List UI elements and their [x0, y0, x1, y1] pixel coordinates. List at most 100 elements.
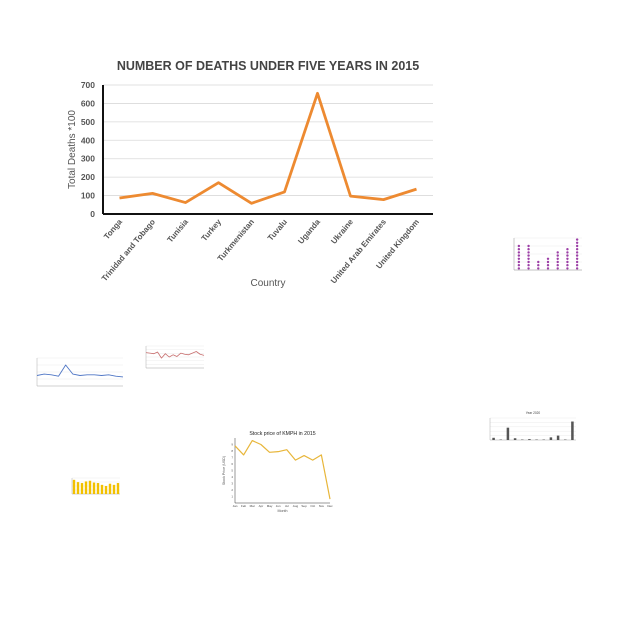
x-tick-label: Tonga	[102, 217, 124, 241]
x-tick-label: Turkey	[200, 217, 224, 243]
data-point	[546, 267, 550, 270]
data-point	[575, 241, 579, 244]
x-tick-label: Feb	[241, 504, 247, 508]
data-point	[575, 267, 579, 270]
data-point	[537, 260, 540, 264]
chart-title: Stock price of KMPH in 2015	[249, 431, 315, 437]
bar	[528, 439, 531, 440]
x-tick-label: Aug	[293, 504, 299, 508]
data-point	[575, 264, 579, 267]
data-point	[575, 251, 579, 254]
data-point	[527, 264, 530, 267]
bar	[88, 480, 92, 494]
x-tick-label: Tuvalu	[266, 217, 289, 242]
x-tick-label: Mar	[250, 504, 255, 508]
data-point	[517, 248, 521, 251]
bar	[76, 482, 80, 494]
y-tick-label: 700	[81, 80, 95, 90]
bar	[104, 486, 108, 494]
data-point	[575, 244, 579, 248]
y-tick-label: 3	[231, 482, 233, 486]
data-point	[546, 264, 550, 267]
x-tick-label: Tunisia	[166, 217, 191, 244]
bar	[84, 481, 88, 494]
thumb-red-line-chart	[145, 345, 205, 369]
data-point	[575, 248, 579, 251]
x-axis-label: Month	[278, 509, 288, 513]
y-tick-label: 8	[231, 449, 233, 453]
chart-title: NUMBER OF DEATHS UNDER FIVE YEARS IN 201…	[117, 59, 419, 73]
thumb-red-line-panel	[138, 338, 208, 382]
bar	[571, 421, 574, 440]
data-point	[556, 251, 559, 254]
y-tick-label: 4	[231, 475, 233, 479]
y-tick-label: 600	[81, 98, 95, 108]
data-point	[527, 267, 530, 270]
bar	[556, 435, 560, 440]
stock-chart: Stock price of KMPH in 2015 1 2 3 4 5 6 7 8 9 Jan F…	[222, 431, 333, 513]
data-point	[537, 264, 540, 267]
data-point	[517, 257, 521, 260]
data-point	[575, 260, 579, 264]
data-point	[517, 260, 521, 264]
chart-title: Year 2020	[526, 411, 541, 415]
x-tick-label: Jul	[285, 504, 289, 508]
y-axis-label: Stock Price (USD)	[222, 456, 226, 485]
bar	[506, 427, 510, 440]
bar	[80, 483, 84, 494]
thumb-yellow-bar-panel	[64, 472, 124, 508]
bar	[72, 479, 76, 494]
stock-chart-panel: Stock price of KMPH in 2015 1 2 3 4 5 6 7 8 9 Jan F…	[218, 426, 336, 514]
data-point	[575, 254, 579, 257]
main-chart-panel: NUMBER OF DEATHS UNDER FIVE YEARS IN 201…	[57, 48, 440, 300]
data-point	[517, 244, 521, 248]
data-point	[527, 244, 530, 248]
data-point	[566, 257, 569, 260]
x-tick-label: Uganda	[296, 217, 322, 246]
data-point	[527, 260, 530, 264]
thumb-bar-panel: Year 2020	[480, 408, 580, 468]
data-point	[527, 257, 530, 260]
x-tick-label: Oct	[310, 504, 315, 508]
data-point	[546, 257, 550, 260]
bar	[492, 437, 495, 440]
y-tick-label: 100	[81, 191, 95, 201]
series-line	[145, 351, 205, 359]
data-point	[527, 248, 530, 251]
y-tick-label: 500	[81, 117, 95, 127]
x-tick-label: Nov	[319, 504, 325, 508]
x-tick-label: May	[267, 504, 273, 508]
y-tick-label: 5	[231, 469, 233, 473]
data-point	[566, 254, 569, 257]
bar	[116, 483, 120, 494]
data-point	[575, 238, 579, 241]
main-chart: NUMBER OF DEATHS UNDER FIVE YEARS IN 201…	[67, 59, 433, 289]
x-tick-label: Ukraine	[329, 217, 355, 246]
data-point	[556, 257, 559, 260]
data-point	[556, 264, 559, 267]
data-point	[517, 254, 521, 257]
bar	[549, 437, 553, 440]
data-point	[556, 267, 559, 270]
bar	[513, 438, 517, 440]
data-point	[556, 260, 559, 264]
data-point	[566, 267, 569, 270]
data-point	[517, 251, 521, 254]
data-point	[566, 260, 569, 264]
data-point	[517, 267, 521, 270]
thumb-blue-line-panel	[25, 344, 127, 408]
thumb-bar-chart: Year 2020	[489, 411, 576, 441]
data-point	[566, 248, 569, 251]
thumb-blue-line-chart	[36, 357, 124, 387]
y-tick-label: 1	[231, 495, 233, 499]
data-point	[517, 264, 521, 267]
y-tick-label: 2	[231, 488, 233, 492]
data-point	[566, 264, 569, 267]
bar	[108, 483, 112, 494]
x-tick-label: Sep	[301, 504, 307, 508]
x-tick-label: Jun	[276, 504, 281, 508]
y-tick-label: 400	[81, 135, 95, 145]
y-tick-label: 7	[231, 456, 233, 460]
bar	[112, 484, 116, 494]
data-point	[556, 254, 559, 257]
